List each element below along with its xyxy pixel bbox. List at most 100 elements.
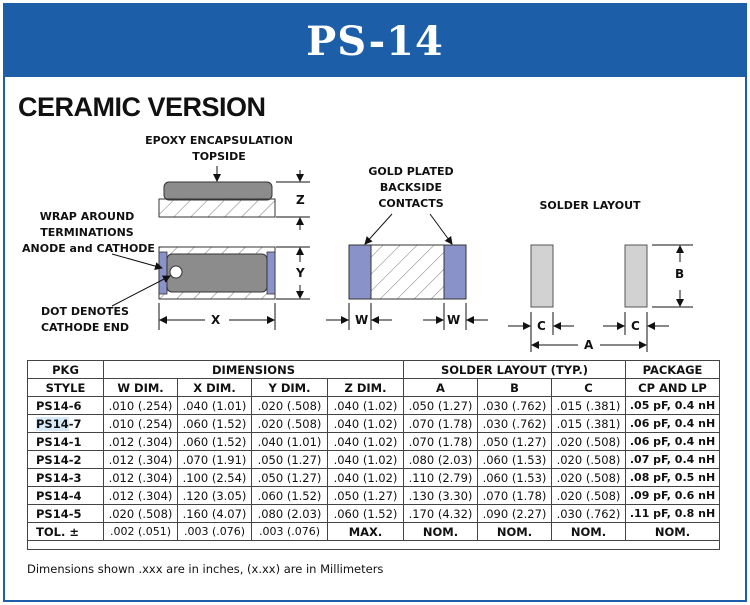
header-a: A (403, 378, 478, 397)
y-cell: .020 (.508) (251, 396, 328, 415)
package-cell: .05 pF, 0.4 nH (625, 396, 721, 415)
style-suffix: -7 (68, 416, 82, 431)
z-cell: .040 (1.02) (327, 432, 404, 451)
package-cell: .08 pF, 0.5 nH (625, 468, 721, 487)
w-cell: .012 (.304) (103, 432, 178, 451)
dim-x-label: X (211, 313, 221, 327)
gold-label: GOLD PLATED BACKSIDE CONTACTS (368, 165, 454, 210)
table-row: PS14-2 .012 (.304) .070 (1.91) .050 (1.2… (27, 450, 721, 469)
package-cell: .06 pF, 0.4 nH (625, 414, 721, 433)
b-cell: .030 (.762) (477, 396, 552, 415)
epoxy-top (163, 181, 273, 201)
style-cell: PS14-4 (27, 486, 104, 505)
title-banner: PS-14 (5, 5, 745, 77)
solder-pad-right (624, 244, 648, 308)
table-spacer-row (26, 540, 721, 550)
x-cell: .100 (2.54) (177, 468, 252, 487)
package-cell: .06 pF, 0.4 nH (625, 432, 721, 451)
header-b: B (477, 378, 552, 397)
right-termination (266, 251, 276, 295)
w-cell: .020 (.508) (103, 504, 178, 523)
side-substrate (158, 198, 276, 218)
y-cell: .080 (2.03) (251, 504, 328, 523)
a-cell: .080 (2.03) (403, 450, 478, 469)
c-cell: .015 (.381) (550, 414, 627, 433)
header-x-dim: X DIM. (177, 378, 252, 397)
a-cell: .050 (1.27) (403, 396, 478, 415)
spacer-cell (26, 540, 721, 550)
b-cell: .050 (1.27) (477, 432, 552, 451)
epoxy-topview (166, 253, 268, 293)
a-cell: .110 (2.79) (403, 468, 478, 487)
side-view (158, 166, 310, 230)
table-header-row: PKG DIMENSIONS SOLDER LAYOUT (TYP.) PACK… (27, 360, 721, 379)
header-c: C (550, 378, 627, 397)
c-cell: .020 (.508) (550, 432, 627, 451)
a-cell: .130 (3.30) (403, 486, 478, 505)
c-cell: .030 (.762) (550, 504, 627, 523)
x-cell: .070 (1.91) (177, 450, 252, 469)
c-cell: .015 (.381) (550, 396, 627, 415)
header-dimensions: DIMENSIONS (103, 360, 404, 379)
c-cell: .020 (.508) (550, 450, 627, 469)
tolerance-label: TOL. ± (27, 522, 104, 541)
a-cell: .170 (4.32) (403, 504, 478, 523)
header-solder: SOLDER LAYOUT (TYP.) (402, 360, 627, 379)
package-cell: .09 pF, 0.6 nH (625, 486, 721, 505)
a-cell: .070 (1.78) (403, 414, 478, 433)
style-cell: PS14-7 (27, 414, 104, 433)
z-cell: .040 (1.02) (327, 414, 404, 433)
backside-view (326, 213, 488, 330)
package-cell: .11 pF, 0.8 nH (625, 504, 721, 523)
tol-w-cell: .002 (.051) (103, 522, 178, 541)
tol-package-cell: NOM. (625, 522, 721, 541)
b-cell: .070 (1.78) (477, 486, 552, 505)
backside-contact-left (348, 244, 372, 300)
tol-c-cell: NOM. (550, 522, 627, 541)
x-cell: .160 (4.07) (177, 504, 252, 523)
z-cell: .060 (1.52) (327, 504, 404, 523)
z-cell: .040 (1.02) (327, 396, 404, 415)
dim-c-label-2: C (631, 319, 640, 333)
x-cell: .040 (1.01) (177, 396, 252, 415)
header-cp-lp: CP AND LP (625, 378, 721, 397)
x-cell: .120 (3.05) (177, 486, 252, 505)
x-cell: .060 (1.52) (177, 432, 252, 451)
x-cell: .060 (1.52) (177, 414, 252, 433)
solder-layout-label: SOLDER LAYOUT (539, 199, 641, 212)
b-cell: .060 (1.53) (477, 450, 552, 469)
epoxy-label: EPOXY ENCAPSULATION TOPSIDE (145, 134, 293, 163)
wrap-label: WRAP AROUND TERMINATIONS ANODE and CATHO… (22, 210, 155, 255)
footnote: Dimensions shown .xxx are in inches, (x.… (27, 562, 384, 576)
b-cell: .090 (2.27) (477, 504, 552, 523)
spec-table: PKG DIMENSIONS SOLDER LAYOUT (TYP.) PACK… (26, 360, 721, 550)
style-highlight: PS14 (36, 416, 69, 431)
c-cell: .020 (.508) (550, 468, 627, 487)
header-pkg: PKG (27, 360, 104, 379)
y-cell: .020 (.508) (251, 414, 328, 433)
dim-z-label: Z (296, 193, 305, 207)
section-title: CERAMIC VERSION (18, 92, 266, 122)
solder-layout (508, 244, 693, 352)
tol-y-cell: .003 (.076) (251, 522, 328, 541)
y-cell: .060 (1.52) (251, 486, 328, 505)
c-cell: .020 (.508) (550, 486, 627, 505)
table-row: PS14-6 .010 (.254) .040 (1.01) .020 (.50… (27, 396, 721, 415)
left-termination (158, 251, 168, 295)
a-cell: .070 (1.78) (403, 432, 478, 451)
y-cell: .040 (1.01) (251, 432, 328, 451)
style-cell: PS14-6 (27, 396, 104, 415)
table-subheader-row: STYLE W DIM. X DIM. Y DIM. Z DIM. A B C … (27, 378, 721, 397)
tol-x-cell: .003 (.076) (177, 522, 252, 541)
y-cell: .050 (1.27) (251, 468, 328, 487)
z-cell: .050 (1.27) (327, 486, 404, 505)
solder-pad-left (530, 244, 554, 308)
b-cell: .030 (.762) (477, 414, 552, 433)
top-view (111, 246, 310, 330)
dim-w-label-1: W (355, 313, 369, 327)
w-cell: .010 (.254) (103, 396, 178, 415)
table-row: PS14-5 .020 (.508) .160 (4.07) .080 (2.0… (27, 504, 721, 523)
header-w-dim: W DIM. (103, 378, 178, 397)
table-row: PS14-7 .010 (.254) .060 (1.52) .020 (.50… (27, 414, 721, 433)
b-cell: .060 (1.53) (477, 468, 552, 487)
